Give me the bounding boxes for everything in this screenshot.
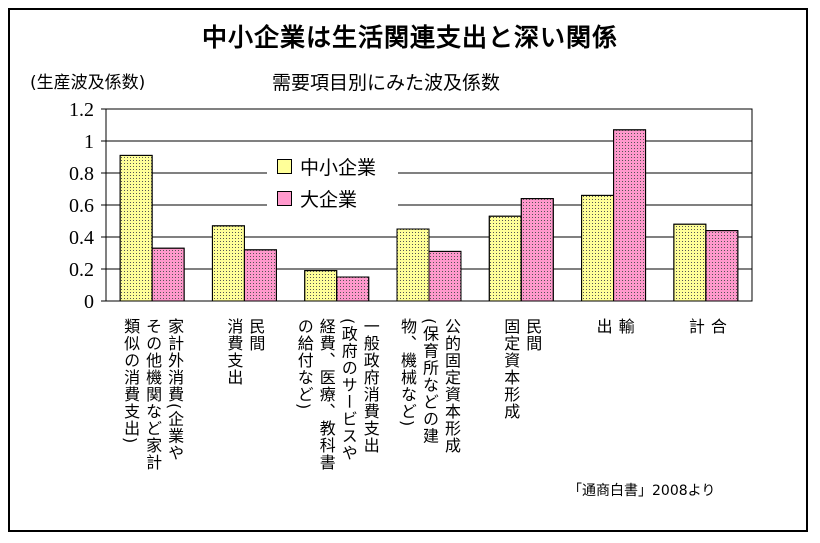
y-tick-label: 1 bbox=[84, 131, 94, 153]
legend-item-sme: 中小企業 bbox=[277, 153, 376, 180]
bar-texture bbox=[613, 129, 647, 302]
bar-texture bbox=[428, 250, 462, 302]
y-axis-unit-label: (生産波及係数) bbox=[30, 73, 146, 93]
legend-label-sme: 中小企業 bbox=[300, 157, 377, 179]
bar-texture bbox=[520, 198, 554, 302]
bar-texture bbox=[488, 215, 522, 302]
legend-swatch-large bbox=[277, 191, 292, 206]
x-category-label: 民間 消費支出 bbox=[224, 318, 266, 386]
bar-texture bbox=[705, 230, 739, 302]
y-axis-ticks: 1.2 1 0.8 0.6 0.4 0.2 0 bbox=[69, 99, 106, 313]
bar-texture bbox=[243, 249, 277, 302]
x-category-label: 一般政府消費支出 (政府のサービスや 経費、医療、教科書 の給付など) bbox=[294, 318, 380, 471]
legend: 中小企業 大企業 bbox=[267, 145, 398, 215]
bar-texture bbox=[336, 276, 370, 302]
y-tick-label: 0 bbox=[84, 291, 94, 313]
bars bbox=[119, 129, 739, 302]
x-category-label: 公的固定資本形成 (保育所などの建 物、機械など) bbox=[398, 318, 461, 454]
y-tick-label: 0.6 bbox=[69, 195, 94, 217]
legend-swatch-sme bbox=[277, 159, 292, 174]
bar-texture bbox=[151, 247, 185, 302]
bar-texture bbox=[304, 270, 338, 302]
bar-texture bbox=[119, 154, 153, 302]
x-category-label: 合 計 bbox=[685, 318, 727, 335]
x-category-label: 家計外消費(企業や その他機関など家計 類似の消費支出) bbox=[121, 318, 185, 471]
legend-label-large: 大企業 bbox=[300, 189, 358, 211]
y-tick-label: 0.8 bbox=[69, 163, 94, 185]
y-tick-label: 1.2 bbox=[69, 99, 94, 121]
bar-texture bbox=[211, 225, 245, 302]
y-tick-label: 0.4 bbox=[69, 227, 94, 249]
x-category-label: 民間 固定資本形成 bbox=[501, 318, 543, 420]
page-title: 中小企業は生活関連支出と深い関係 bbox=[201, 23, 618, 52]
bar-texture bbox=[673, 223, 707, 302]
bar-texture bbox=[396, 228, 430, 302]
chart-subtitle: 需要項目別にみた波及係数 bbox=[272, 72, 501, 94]
bar-texture bbox=[581, 194, 615, 302]
source-note: 「通商白書」2008より bbox=[568, 483, 716, 499]
x-category-label: 輸 出 bbox=[593, 318, 635, 335]
y-tick-label: 0.2 bbox=[69, 259, 94, 281]
legend-item-large: 大企業 bbox=[277, 185, 357, 212]
